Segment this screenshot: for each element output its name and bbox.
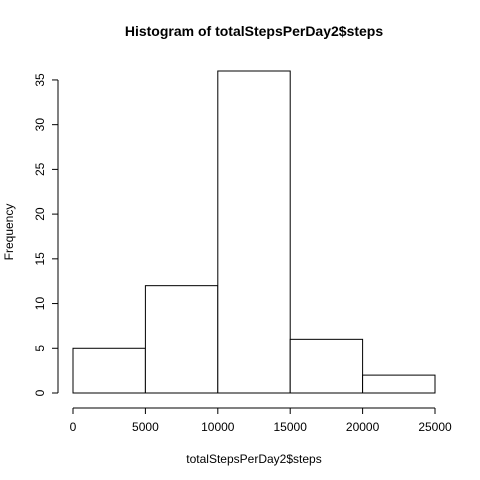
- y-tick-label-7: 35: [33, 73, 47, 87]
- x-tick-label-2: 10000: [201, 420, 235, 434]
- y-axis: 0 5 10 15 20 25 30 35: [33, 73, 59, 396]
- bars-group: [72, 70, 436, 394]
- y-tick-label-4: 20: [33, 207, 47, 221]
- x-tick-label-0: 0: [70, 420, 77, 434]
- histogram-bar-4: [362, 374, 436, 394]
- x-tick-label-4: 20000: [346, 420, 380, 434]
- y-tick-label-1: 5: [33, 345, 47, 352]
- x-tick-label-1: 5000: [132, 420, 159, 434]
- y-tick-label-6: 30: [33, 118, 47, 132]
- y-tick-label-2: 10: [33, 297, 47, 311]
- y-tick-label-3: 15: [33, 252, 47, 266]
- x-tick-label-3: 15000: [274, 420, 308, 434]
- x-axis-label: totalStepsPerDay2$steps: [186, 452, 321, 466]
- histogram-bar-0: [72, 347, 146, 394]
- histogram-bar-1: [144, 285, 219, 394]
- y-axis-label: Frequency: [2, 204, 16, 261]
- y-tick-label-5: 25: [33, 162, 47, 176]
- x-axis: 0 5000 10000 15000 20000 25000: [70, 407, 452, 434]
- x-tick-label-5: 25000: [418, 420, 452, 434]
- histogram-bar-3: [289, 338, 364, 394]
- histogram-bar-2: [217, 70, 291, 394]
- chart-title: Histogram of totalStepsPerDay2$steps: [125, 23, 384, 39]
- y-tick-label-0: 0: [33, 389, 47, 396]
